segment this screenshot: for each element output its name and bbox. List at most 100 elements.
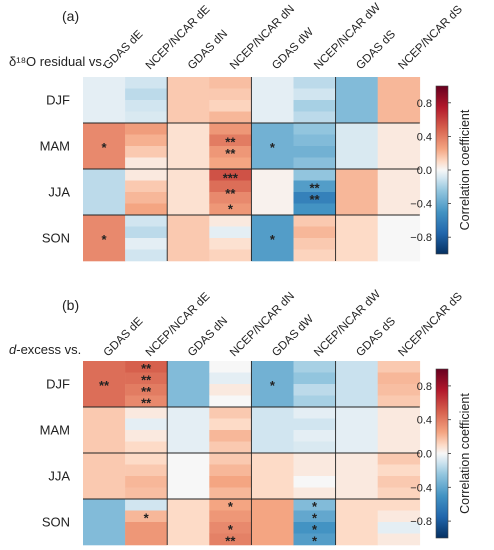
heatmap-cell bbox=[335, 169, 378, 216]
row-label: MAM bbox=[40, 139, 70, 154]
heatmap-cell bbox=[209, 441, 252, 454]
column-label: GDAS dE bbox=[102, 315, 146, 359]
heatmap-cell bbox=[125, 533, 168, 546]
column-label: GDAS dE bbox=[102, 28, 146, 72]
heatmap-cell bbox=[125, 361, 168, 373]
heatmap-cell bbox=[335, 123, 378, 170]
heatmap-cell bbox=[83, 215, 126, 262]
heatmap-cell bbox=[167, 361, 210, 408]
heatmap-cell bbox=[209, 180, 252, 193]
heatmap-cell bbox=[209, 215, 252, 227]
heatmap-cell bbox=[209, 384, 252, 396]
significance-marker: ** bbox=[141, 372, 152, 387]
significance-marker: ** bbox=[225, 533, 236, 548]
heatmap-cell bbox=[209, 372, 252, 385]
significance-marker: * bbox=[228, 522, 234, 537]
heatmap-cell bbox=[293, 361, 336, 373]
row-label: SON bbox=[42, 515, 70, 530]
significance-marker: * bbox=[312, 510, 318, 525]
heatmap-cell bbox=[293, 88, 336, 101]
row-label: JJA bbox=[48, 469, 70, 484]
heatmap-cell bbox=[209, 146, 252, 158]
significance-marker: * bbox=[312, 522, 318, 537]
heatmap-cell bbox=[209, 111, 252, 124]
colorbar-tick-label: 0.8 bbox=[417, 98, 432, 110]
heatmap-cell bbox=[293, 487, 336, 500]
heatmap-cell bbox=[125, 134, 168, 147]
heatmap-cell bbox=[167, 169, 210, 216]
heatmap-cell bbox=[293, 192, 336, 204]
heatmap-cell bbox=[377, 77, 421, 124]
heatmap-cell bbox=[293, 430, 336, 442]
panel-a: (a) δ¹⁸O residual vs. GDAS dE NCEP/NCAR d… bbox=[9, 1, 465, 262]
heatmap-cell bbox=[125, 77, 168, 89]
heatmap-cell bbox=[125, 111, 168, 124]
panel-b-ylabel: d-excess vs. bbox=[9, 342, 81, 357]
heatmap-cell bbox=[125, 192, 168, 204]
significance-marker: * bbox=[312, 499, 318, 514]
heatmap-cell bbox=[335, 499, 378, 546]
panel-a-ylabel: δ¹⁸O residual vs. bbox=[9, 54, 106, 69]
heatmap-cell bbox=[293, 372, 336, 385]
heatmap-cell bbox=[293, 418, 336, 431]
heatmap-cell bbox=[377, 215, 421, 262]
heatmap-cell bbox=[335, 407, 378, 454]
heatmap-cell bbox=[125, 157, 168, 170]
heatmap-cell bbox=[125, 464, 168, 477]
heatmap-cell bbox=[251, 215, 294, 262]
heatmap-cell bbox=[209, 249, 252, 262]
heatmap-cell bbox=[293, 146, 336, 158]
heatmap-cell bbox=[335, 361, 378, 408]
column-label: NCEP/NCAR dS bbox=[396, 290, 465, 359]
heatmap-cell bbox=[83, 169, 126, 216]
heatmap-cell bbox=[293, 522, 336, 534]
colorbar-tick-label: 0.4 bbox=[417, 131, 432, 143]
heatmap-cell bbox=[125, 169, 168, 181]
significance-marker: * bbox=[102, 140, 108, 155]
colorbar: 0.8 0.4 0.0 −0.4 −0.8 Correlation coefficient bbox=[410, 368, 472, 539]
heatmap-cell bbox=[209, 226, 252, 239]
heatmap-cell bbox=[335, 215, 378, 262]
heatmap-cell bbox=[251, 169, 294, 216]
heatmap-cell bbox=[209, 453, 252, 465]
column-label: NCEP/NCAR dS bbox=[396, 3, 465, 72]
heatmap-cell bbox=[167, 77, 210, 124]
heatmap-cell bbox=[293, 123, 336, 135]
heatmap-cell bbox=[209, 476, 252, 488]
heatmap-cell bbox=[167, 123, 210, 170]
colorbar-gradient bbox=[435, 85, 449, 255]
colorbar-tick-label: 0.0 bbox=[417, 165, 432, 177]
column-label: GDAS dW bbox=[270, 313, 316, 359]
heatmap-cell bbox=[251, 361, 294, 408]
panel-a-label: (a) bbox=[62, 8, 79, 24]
heatmap-cell bbox=[209, 77, 252, 89]
heatmap-cell bbox=[125, 249, 168, 262]
heatmap-cell bbox=[251, 453, 294, 500]
heatmap-cell bbox=[377, 510, 421, 523]
significance-marker: ** bbox=[309, 192, 320, 207]
significance-marker: ** bbox=[225, 146, 236, 161]
heatmap-cell bbox=[377, 384, 421, 396]
heatmap-cell bbox=[83, 453, 126, 500]
heatmap-cell bbox=[293, 77, 336, 89]
heatmap-cell bbox=[293, 384, 336, 396]
significance-marker: ** bbox=[141, 384, 152, 399]
heatmap-cell bbox=[209, 169, 252, 181]
heatmap-cell bbox=[293, 464, 336, 477]
significance-marker: * bbox=[144, 510, 150, 525]
heatmap-cell bbox=[293, 226, 336, 239]
heatmap-cell bbox=[125, 215, 168, 227]
colorbar: 0.8 0.4 0.0 −0.4 −0.8 Correlation coefficient bbox=[410, 85, 472, 255]
heatmap-cell bbox=[209, 522, 252, 534]
heatmap-cell bbox=[335, 453, 378, 500]
heatmap-cell bbox=[377, 499, 421, 511]
heatmap-cell bbox=[377, 476, 421, 488]
heatmap-cell bbox=[335, 77, 378, 124]
heatmap-cell bbox=[377, 395, 421, 408]
heatmap-cell bbox=[293, 249, 336, 262]
heatmap-cell bbox=[125, 226, 168, 239]
heatmap-cell bbox=[293, 476, 336, 488]
heatmap-cell bbox=[209, 100, 252, 112]
